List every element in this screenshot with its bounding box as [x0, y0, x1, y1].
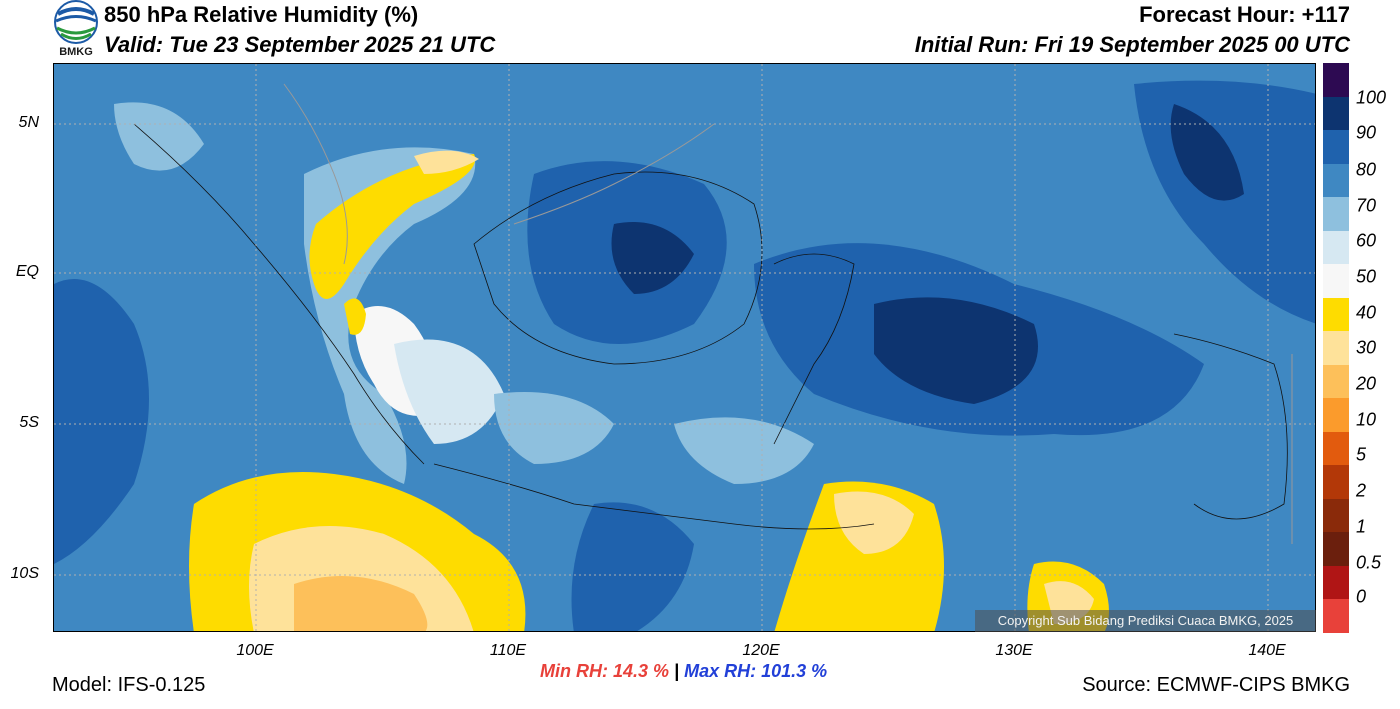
colorbar-segment — [1323, 264, 1349, 299]
colorbar-label: 40 — [1356, 302, 1377, 323]
colorbar-label: 30 — [1356, 337, 1377, 358]
bmkg-logo: BMKG — [52, 0, 100, 60]
lat-label-5n: 5N — [18, 114, 39, 131]
colorbar-label: 90 — [1356, 122, 1377, 143]
colorbar-segment — [1323, 96, 1349, 131]
colorbar-label: 0.5 — [1356, 552, 1382, 573]
lon-label-120e: 120E — [742, 642, 780, 659]
min-max-readout: Min RH: 14.3 % | Max RH: 101.3 % — [540, 661, 827, 682]
colorbar-label: 0 — [1356, 586, 1367, 607]
bmkg-logo-icon — [54, 0, 98, 44]
colorbar-label: 5 — [1356, 444, 1367, 465]
max-rh: Max RH: 101.3 % — [684, 661, 828, 681]
lat-label-10s: 10S — [10, 565, 39, 582]
humidity-field — [54, 64, 1315, 631]
lon-label-110e: 110E — [489, 642, 527, 659]
min-max-separator: | — [674, 661, 680, 681]
colorbar-label: 2 — [1356, 480, 1367, 501]
lon-label-140e: 140E — [1248, 642, 1286, 659]
colorbar-segment — [1323, 163, 1349, 198]
colorbar-label: 80 — [1356, 159, 1377, 180]
valid-time: Valid: Tue 23 September 2025 21 UTC — [104, 32, 496, 57]
humidity-map — [53, 63, 1316, 632]
forecast-hour: Forecast Hour: +117 — [1139, 2, 1350, 27]
colorbar-label: 50 — [1356, 266, 1377, 287]
model-label: Model: IFS-0.125 — [52, 674, 206, 696]
lon-label-100e: 100E — [236, 642, 274, 659]
colorbar-segment — [1323, 230, 1349, 265]
colorbar-segment — [1323, 532, 1349, 567]
min-rh: Min RH: 14.3 % — [540, 661, 670, 681]
colorbar-segment — [1323, 63, 1349, 98]
copyright-notice: Copyright Sub Bidang Prediksi Cuaca BMKG… — [975, 610, 1316, 632]
source-label: Source: ECMWF-CIPS BMKG — [1082, 674, 1350, 696]
colorbar-segment — [1323, 297, 1349, 332]
lat-label-5s: 5S — [19, 414, 39, 431]
colorbar-label: 60 — [1356, 230, 1377, 251]
colorbar-segment — [1323, 599, 1349, 634]
lon-label-130e: 130E — [995, 642, 1033, 659]
colorbar-segment — [1323, 331, 1349, 366]
page-title: 850 hPa Relative Humidity (%) — [104, 2, 419, 27]
colorbar-label: 100 — [1356, 87, 1387, 108]
colorbar-segment — [1323, 130, 1349, 165]
colorbar — [1323, 63, 1349, 634]
lat-label-eq: EQ — [15, 263, 39, 280]
colorbar-segment — [1323, 565, 1349, 600]
colorbar-label: 20 — [1356, 373, 1377, 394]
colorbar-segment — [1323, 465, 1349, 500]
logo-text: BMKG — [59, 46, 93, 58]
colorbar-label: 1 — [1356, 516, 1367, 537]
initial-run: Initial Run: Fri 19 September 2025 00 UT… — [914, 32, 1350, 57]
colorbar-label: 10 — [1356, 409, 1377, 430]
colorbar-segment — [1323, 364, 1349, 399]
colorbar-segment — [1323, 197, 1349, 232]
colorbar-segment — [1323, 398, 1349, 433]
colorbar-segment — [1323, 431, 1349, 466]
colorbar-segment — [1323, 498, 1349, 533]
colorbar-label: 70 — [1356, 195, 1377, 216]
